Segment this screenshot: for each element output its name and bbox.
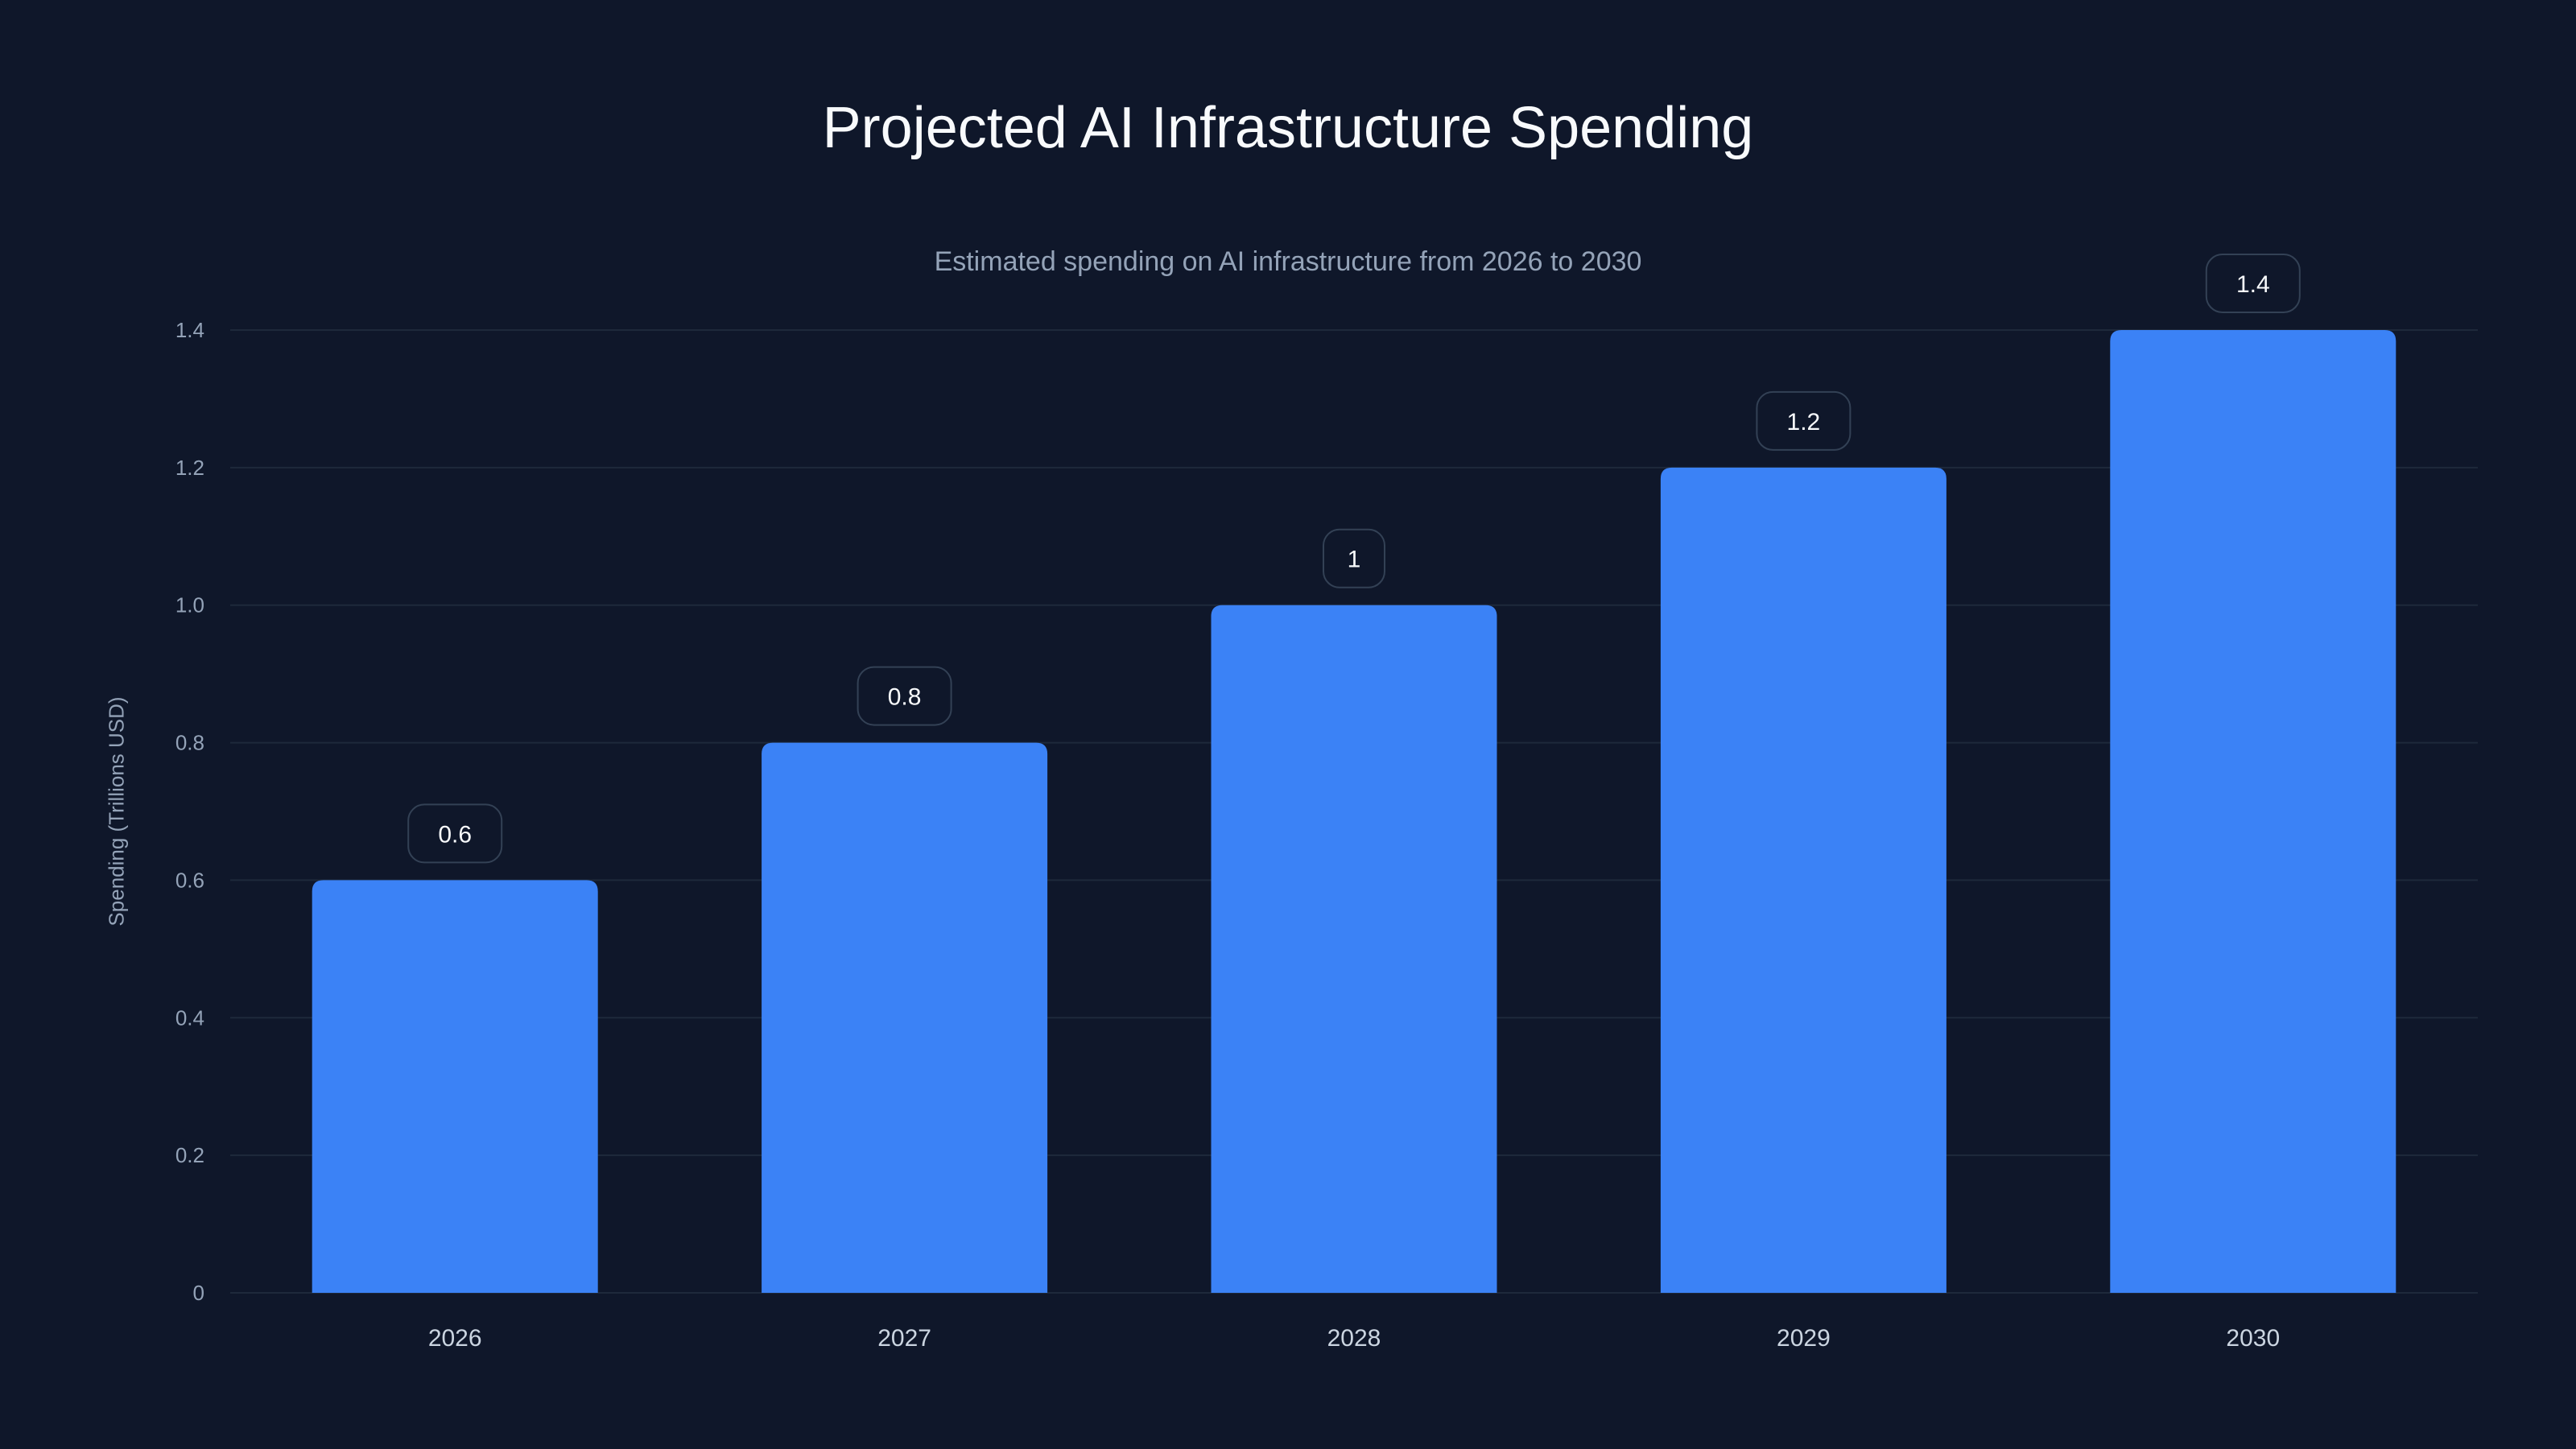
chart-subtitle: Estimated spending on AI infrastructure … (934, 246, 1642, 277)
y-tick-label: 0 (193, 1281, 204, 1305)
x-tick-label: 2030 (2226, 1325, 2280, 1352)
y-tick-label: 0.4 (175, 1005, 204, 1030)
data-label: 1 (1348, 547, 1361, 573)
bar-2026 (312, 880, 598, 1293)
data-label-box (1756, 390, 1852, 451)
data-label-box (857, 666, 952, 726)
bar-2029 (1660, 467, 1946, 1293)
y-tick-label: 0.2 (175, 1143, 204, 1167)
data-label-box (1323, 528, 1385, 588)
data-label-box (2205, 254, 2301, 313)
data-label: 0.8 (888, 684, 922, 711)
chart-title: Projected AI Infrastructure Spending (822, 96, 1754, 160)
bar-2027 (762, 742, 1048, 1293)
y-tick-label: 0.6 (175, 868, 204, 892)
y-tick-label: 1.2 (175, 456, 204, 480)
data-label: 1.4 (2236, 271, 2270, 298)
x-tick-label: 2026 (428, 1325, 482, 1352)
y-tick-label: 1.4 (175, 318, 204, 342)
bar-2030 (2110, 330, 2396, 1293)
x-tick-label: 2028 (1327, 1325, 1381, 1352)
bar-2028 (1211, 605, 1497, 1293)
y-tick-label: 0.8 (175, 731, 204, 755)
data-label-box (407, 803, 503, 864)
y-tick-label: 1.0 (175, 593, 204, 617)
data-label: 1.2 (1787, 409, 1821, 436)
x-tick-label: 2027 (877, 1325, 931, 1352)
x-tick-label: 2029 (1777, 1325, 1831, 1352)
data-label: 0.6 (438, 821, 472, 848)
